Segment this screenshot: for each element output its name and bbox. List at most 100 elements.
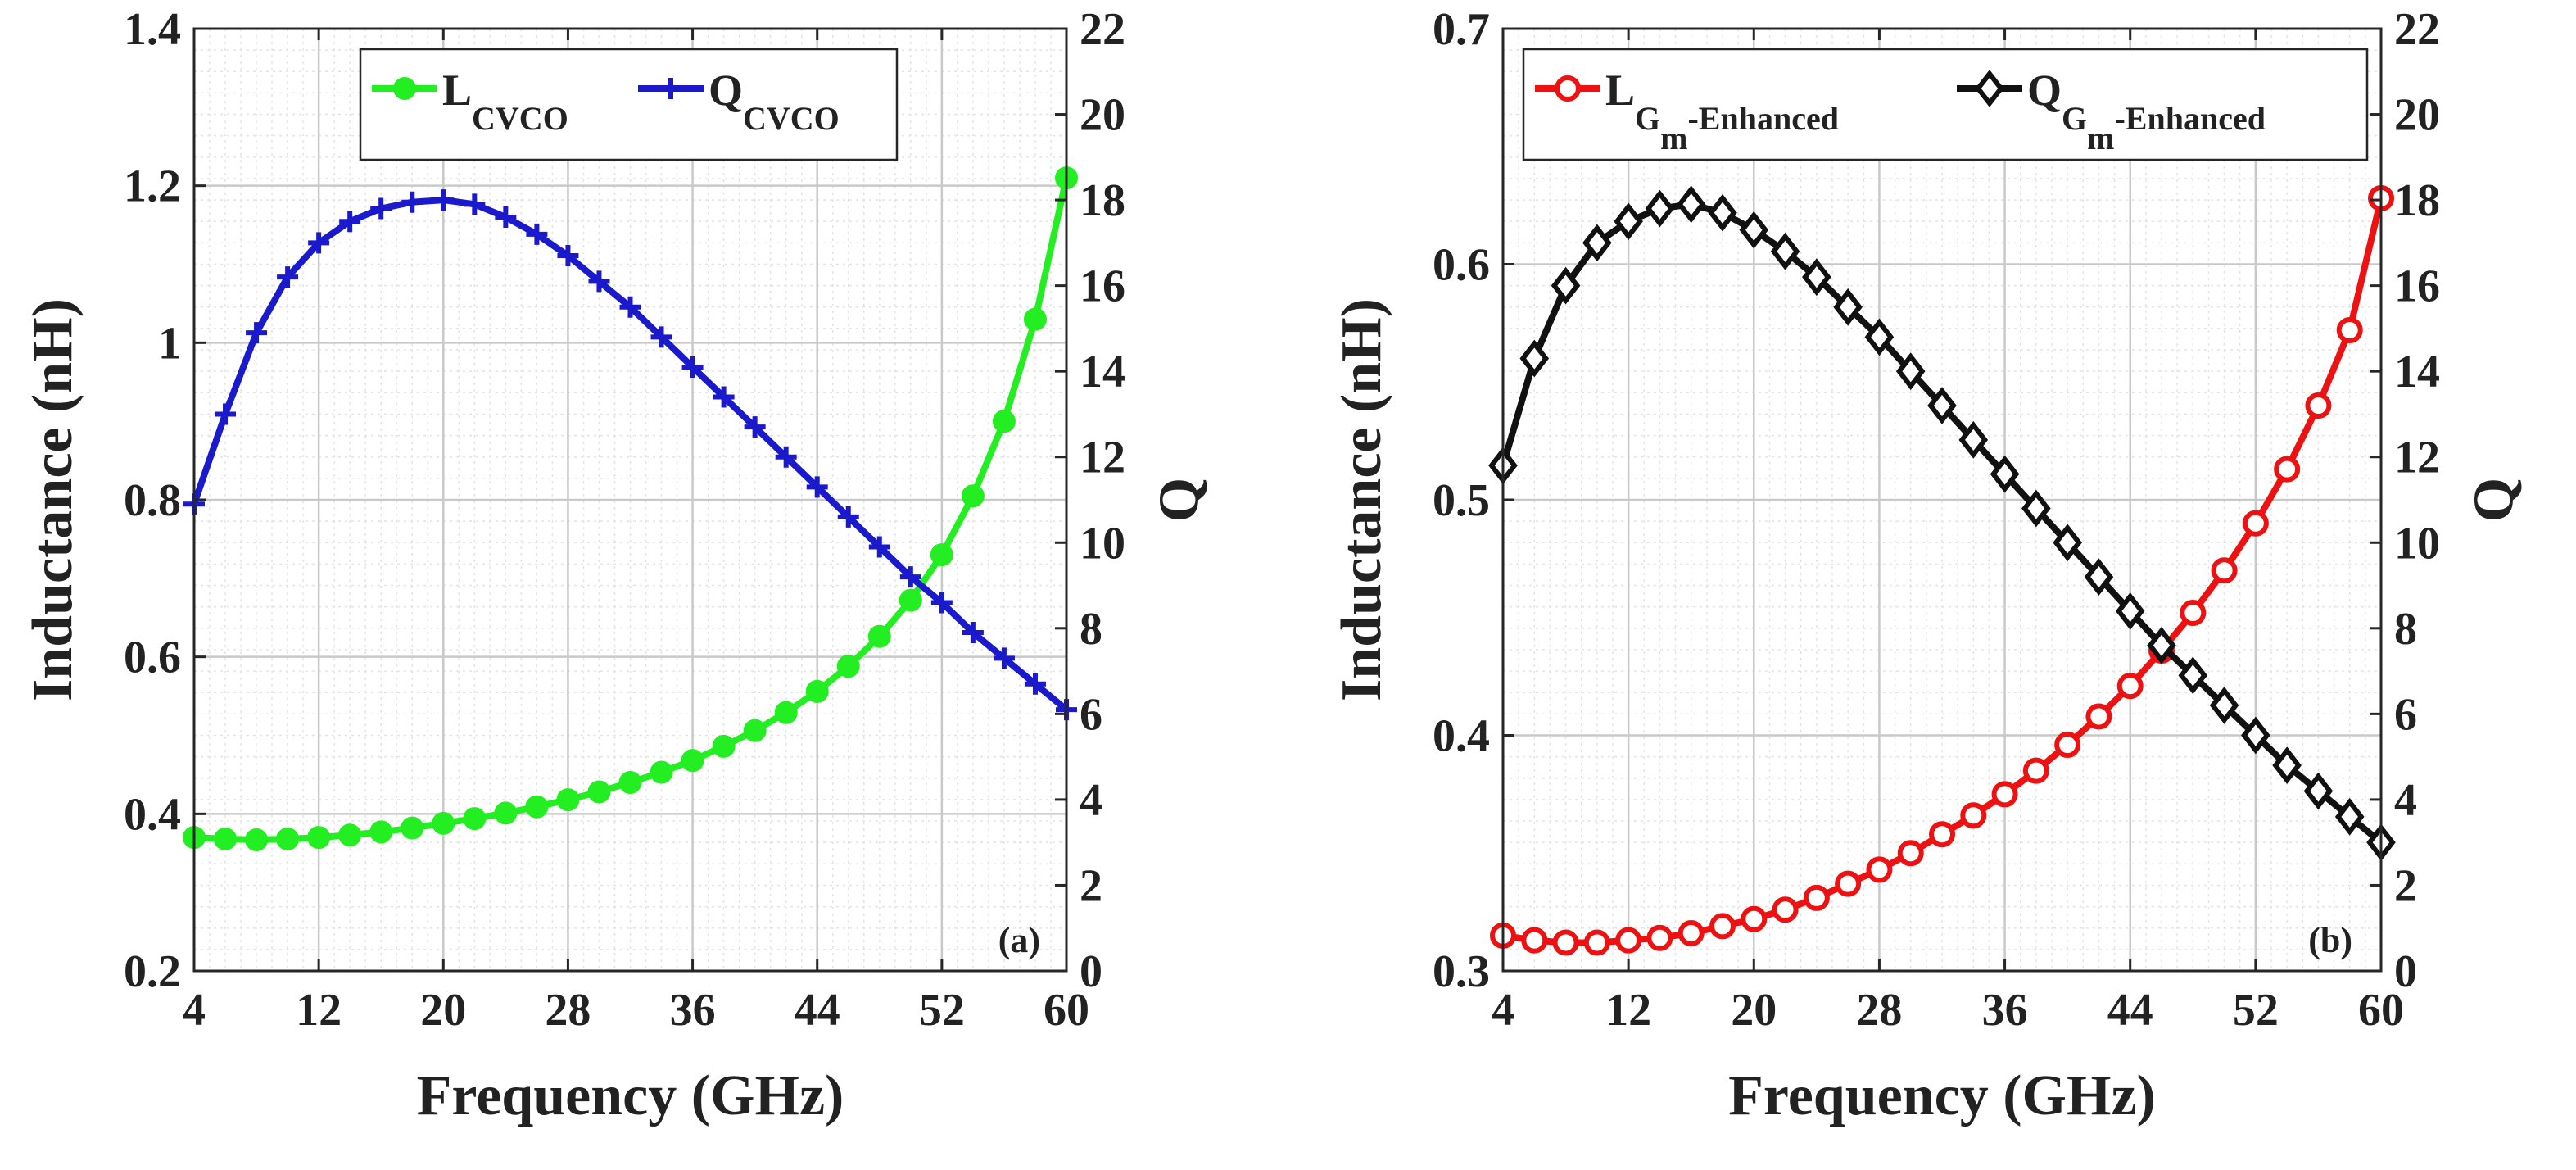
data-point	[2116, 673, 2144, 700]
data-point	[2053, 524, 2082, 562]
y2-tick-label: 6	[2394, 689, 2417, 740]
data-point	[993, 647, 1015, 669]
y2-tick-label: 10	[1080, 518, 1125, 569]
data-point	[401, 191, 423, 213]
data-point	[1582, 224, 1612, 262]
x-tick-label: 20	[1731, 985, 1777, 1036]
data-point	[2085, 703, 2112, 730]
data-point	[2180, 600, 2207, 626]
y2-tick-label: 18	[2394, 175, 2440, 226]
data-point	[650, 326, 672, 348]
data-point	[867, 624, 891, 648]
data-point	[2305, 392, 2332, 419]
y2-tick-label: 2	[1080, 860, 1102, 911]
data-point	[962, 622, 984, 644]
data-point	[961, 484, 985, 508]
legend-box	[359, 48, 899, 161]
data-point	[1927, 387, 1957, 424]
x-tick-label: 44	[2107, 985, 2153, 1036]
y2-tick-label: 12	[1080, 433, 1125, 483]
data-point	[587, 780, 611, 804]
y-axis-label: Inductance (nH)	[21, 298, 84, 701]
data-point	[369, 820, 393, 844]
data-point	[401, 816, 424, 840]
y-tick-label: 0.8	[124, 475, 181, 526]
data-point	[2022, 757, 2049, 784]
x-axis-label: Frequency (GHz)	[417, 1064, 844, 1127]
legend-entry-label: LGm-Enhanced	[1605, 66, 1839, 156]
data-point	[2021, 489, 2051, 528]
data-point	[774, 701, 798, 724]
y-tick-label: 0.7	[1433, 4, 1490, 55]
x-tick-label: 28	[1856, 985, 1902, 1036]
data-point	[276, 828, 300, 850]
data-point	[1677, 920, 1705, 946]
data-point	[712, 734, 736, 758]
y2-tick-label: 18	[1080, 175, 1125, 226]
data-point	[1835, 870, 1862, 897]
data-point	[525, 795, 549, 819]
data-point	[1023, 307, 1047, 331]
data-point	[1770, 232, 1800, 270]
data-point	[1897, 840, 1924, 867]
y2-tick-label: 8	[1080, 604, 1102, 655]
y-tick-label: 0.2	[124, 946, 181, 997]
y2-tick-label: 12	[2394, 433, 2440, 483]
y-tick-label: 0.3	[1433, 946, 1490, 997]
data-point	[1960, 802, 1987, 829]
y-tick-label: 0.4	[124, 789, 181, 840]
legend: LCVCO QCVCO	[359, 48, 899, 161]
x-tick-label: 20	[420, 985, 466, 1036]
y-tick-label: 1.2	[124, 161, 181, 212]
data-point	[556, 788, 580, 812]
data-point	[681, 749, 704, 773]
data-point	[2241, 716, 2270, 755]
data-point	[2209, 687, 2239, 724]
y2-tick-label: 4	[2394, 775, 2417, 826]
data-point	[1739, 211, 1769, 249]
y-tick-label: 0.5	[1433, 475, 1490, 526]
y2-tick-label: 20	[1080, 90, 1125, 141]
legend-marker	[393, 77, 416, 100]
y2-tick-label: 14	[1080, 347, 1125, 397]
y2-tick-label: 16	[1080, 261, 1125, 312]
data-point	[1803, 884, 1830, 911]
data-point	[1521, 927, 1548, 954]
data-point	[1864, 318, 1895, 356]
data-point	[370, 197, 392, 220]
data-point	[1614, 202, 1643, 241]
data-point	[836, 655, 860, 678]
y2-tick-label: 4	[1080, 775, 1102, 826]
data-point	[338, 823, 362, 847]
data-point	[2303, 772, 2334, 810]
data-point	[307, 826, 331, 850]
y2-axis-label: Q	[2462, 478, 2525, 522]
y2-axis-label: Q	[1148, 478, 1211, 522]
x-tick-label: 12	[296, 985, 342, 1036]
legend-entry-label: LCVCO	[442, 66, 568, 137]
chart-panel-b: 4 12 20 28 36 44 52 60 0.3 0.4 0.5 0.6 0.7 0 2 4 6 8 10 12 1…	[1330, 4, 2525, 1127]
data-point	[1895, 352, 1926, 391]
data-point	[744, 416, 766, 438]
minor-grid	[193, 28, 1067, 972]
legend-entry-label: QCVCO	[709, 66, 840, 137]
data-point	[1741, 905, 1768, 932]
data-point	[1519, 339, 1550, 378]
x-tick-label: 52	[919, 985, 965, 1036]
data-point	[2274, 456, 2301, 483]
legend-marker	[1975, 70, 2004, 107]
data-point	[805, 679, 829, 703]
data-point	[1833, 288, 1863, 326]
data-point	[526, 223, 548, 245]
data-point	[245, 828, 269, 851]
legend-entry-label: QGm-Enhanced	[2027, 66, 2266, 156]
panel-label: (b)	[2308, 920, 2352, 960]
y2-tick-label: 0	[1080, 946, 1102, 997]
x-axis-label: Frequency (GHz)	[1728, 1064, 2156, 1127]
data-point	[495, 206, 517, 228]
data-point	[619, 296, 641, 318]
data-point	[2115, 592, 2145, 630]
axes	[1501, 27, 2383, 973]
data-point	[1709, 913, 1736, 940]
x-tick-label: 60	[1044, 985, 1089, 1036]
